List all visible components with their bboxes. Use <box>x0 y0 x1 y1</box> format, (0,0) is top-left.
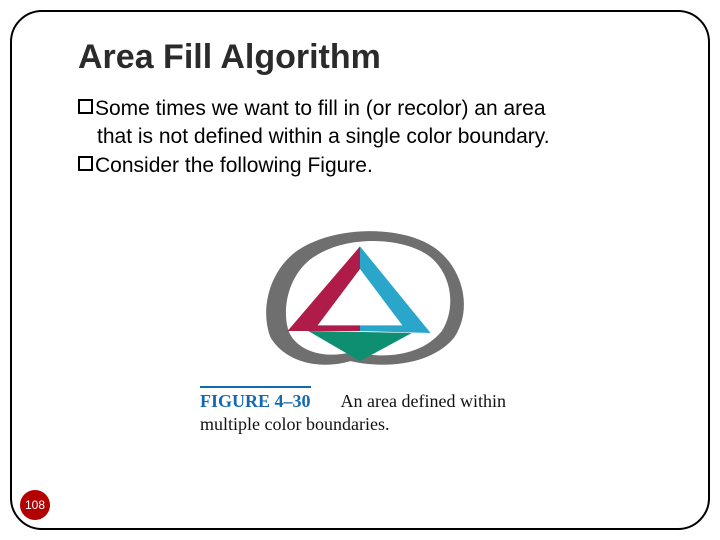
bullet-text: Consider the following Figure. <box>95 152 660 180</box>
slide-title: Area Fill Algorithm <box>78 38 660 77</box>
bullet-item: Some times we want to fill in (or recolo… <box>78 95 660 123</box>
figure-svg <box>235 220 485 380</box>
figure-label: FIGURE 4–30 <box>200 386 311 413</box>
bullet-text: Some times we want to fill in (or recolo… <box>95 95 660 123</box>
square-bullet-icon <box>78 156 93 171</box>
figure: FIGURE 4–30An area defined within multip… <box>0 220 720 435</box>
figure-caption: FIGURE 4–30An area defined within multip… <box>200 386 520 435</box>
bullet-continuation: that is not defined within a single colo… <box>78 123 660 151</box>
bullet-item: Consider the following Figure. <box>78 152 660 180</box>
slide: Area Fill Algorithm Some times we want t… <box>0 0 720 540</box>
page-number-badge: 108 <box>20 490 50 520</box>
page-number: 108 <box>25 498 45 512</box>
slide-content: Area Fill Algorithm Some times we want t… <box>78 38 660 180</box>
square-bullet-icon <box>78 99 93 114</box>
